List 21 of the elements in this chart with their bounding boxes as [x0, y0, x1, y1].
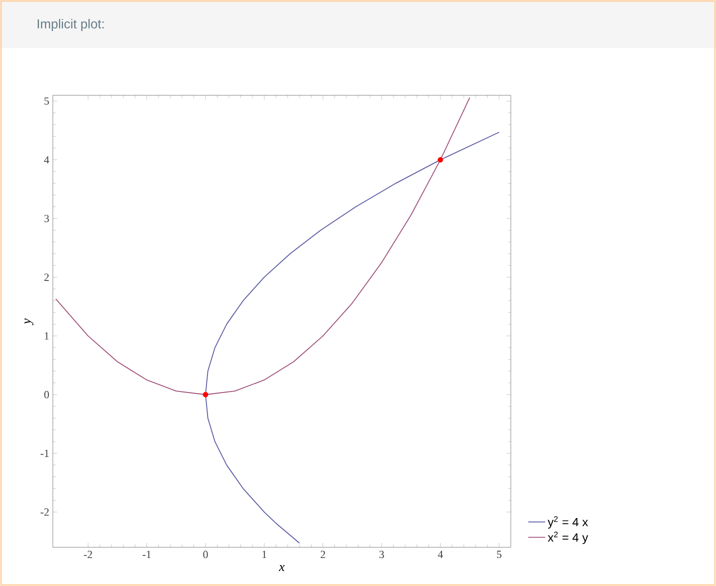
y-tick-label: 3 [44, 214, 49, 222]
x-tick-label: 3 [379, 550, 384, 558]
y-tick-label: 5 [44, 97, 49, 105]
y-tick-label: 1 [44, 332, 49, 340]
x-axis-title: x [278, 565, 285, 571]
x-tick-label: 1 [262, 550, 266, 558]
x-tick-label: 2 [320, 550, 326, 558]
x-tick-label: 0 [203, 550, 208, 558]
legend-label: x$^{2}$ = 4 y [548, 532, 588, 544]
y-axis-title: y [24, 318, 34, 326]
x-tick-label: -2 [84, 550, 92, 558]
x-tick-label: -1 [142, 550, 151, 558]
x-tick-label: 5 [497, 550, 502, 558]
legend-label: y$^{2}$ = 4 x [548, 516, 588, 529]
y-tick-label: 4 [44, 156, 50, 164]
chart-title: Implicit plot: [38, 18, 104, 32]
y-tick-label: -1 [40, 450, 49, 457]
x-tick-label: 4 [438, 550, 443, 558]
y-tick-label: 0 [44, 390, 49, 398]
y-tick-label: -2 [40, 508, 49, 516]
y-tick-label: 2 [44, 274, 49, 281]
